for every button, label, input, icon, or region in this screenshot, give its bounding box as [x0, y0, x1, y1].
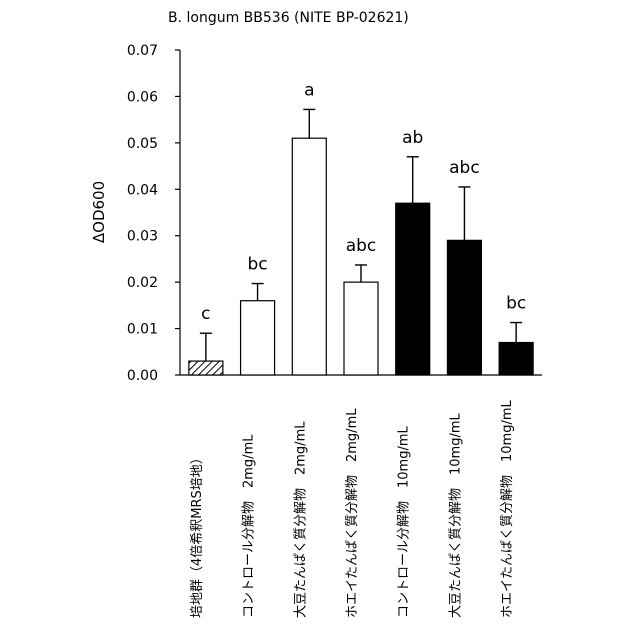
significance-label: bc — [506, 294, 526, 314]
y-axis-label: ΔOD600 — [90, 181, 108, 243]
significance-label: ab — [402, 128, 423, 148]
y-tick-label: 0.04 — [127, 182, 158, 198]
bar-4 — [344, 282, 378, 375]
x-category-label: コントロール分解物 2mg/mL — [242, 434, 257, 618]
significance-label: abc — [449, 158, 480, 178]
significance-label: c — [201, 304, 210, 324]
y-tick-label: 0.02 — [127, 275, 158, 291]
x-category-label: 培地群（4倍希釈MRS培地） — [189, 451, 205, 618]
bar-6 — [447, 240, 481, 375]
y-tick-label: 0.06 — [127, 89, 158, 105]
y-tick-label: 0.00 — [127, 368, 158, 384]
bar-3 — [292, 138, 326, 375]
significance-label: bc — [248, 255, 268, 275]
y-tick-label: 0.03 — [127, 229, 158, 245]
bar-2 — [241, 301, 275, 375]
x-category-label: 大豆たんぱく質分解物 2mg/mL — [293, 421, 308, 618]
x-category-label: コントロール分解物 10mg/mL — [397, 425, 412, 618]
y-tick-label: 0.01 — [127, 322, 158, 338]
x-category-label: 大豆たんぱく質分解物 10mg/mL — [448, 412, 463, 618]
y-tick-label: 0.07 — [127, 43, 158, 59]
bar-7 — [499, 343, 533, 376]
bar-5 — [396, 203, 430, 375]
significance-label: a — [304, 80, 314, 100]
chart-title: B. longum BB536 (NITE BP-02621) — [168, 10, 409, 26]
x-category-label: ホエイたんぱく質分解物 2mg/mL — [345, 408, 360, 618]
y-tick-label: 0.05 — [127, 136, 158, 152]
significance-label: abc — [346, 236, 377, 256]
x-category-label: ホエイたんぱく質分解物 10mg/mL — [500, 399, 515, 618]
bar-1 — [189, 361, 223, 375]
